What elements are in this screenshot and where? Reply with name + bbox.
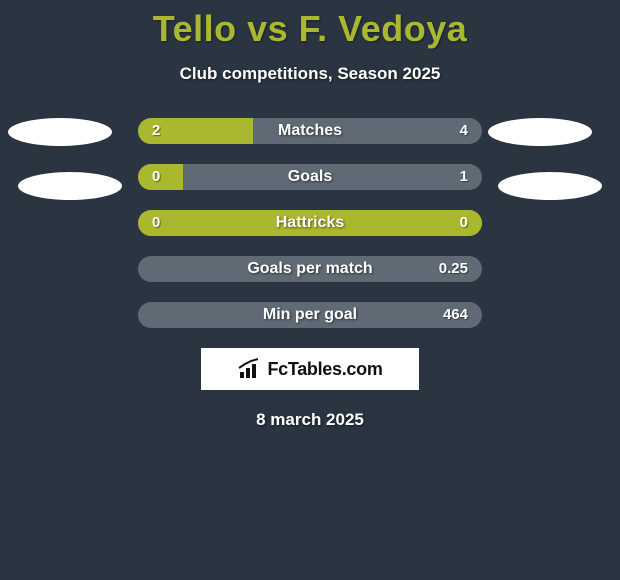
stat-row-matches: 2 Matches 4: [138, 118, 482, 144]
stat-value-right: 464: [443, 302, 468, 328]
bar-chart-icon: [237, 358, 263, 380]
stat-label: Goals: [138, 164, 482, 190]
avatar-placeholder-left-1: [8, 118, 112, 146]
stats-area: 2 Matches 4 0 Goals 1 0 Hattricks 0 Goal…: [0, 118, 620, 328]
stat-label: Min per goal: [138, 302, 482, 328]
avatar-placeholder-right-2: [498, 172, 602, 200]
vs-text: vs: [247, 8, 288, 49]
subtitle: Club competitions, Season 2025: [0, 64, 620, 84]
footer-date: 8 march 2025: [0, 410, 620, 430]
avatar-placeholder-right-1: [488, 118, 592, 146]
stat-row-min-per-goal: Min per goal 464: [138, 302, 482, 328]
stat-value-right: 0: [460, 210, 468, 236]
stat-value-right: 0.25: [439, 256, 468, 282]
branding-badge: FcTables.com: [201, 348, 419, 390]
stat-value-right: 4: [460, 118, 468, 144]
stat-row-goals: 0 Goals 1: [138, 164, 482, 190]
stat-label: Matches: [138, 118, 482, 144]
stat-row-hattricks: 0 Hattricks 0: [138, 210, 482, 236]
branding-text: FcTables.com: [267, 359, 382, 380]
page-title: Tello vs F. Vedoya: [0, 0, 620, 50]
player-right-name: F. Vedoya: [299, 8, 468, 49]
stat-row-goals-per-match: Goals per match 0.25: [138, 256, 482, 282]
stat-label: Hattricks: [138, 210, 482, 236]
stat-value-right: 1: [460, 164, 468, 190]
player-left-name: Tello: [153, 8, 237, 49]
stat-label: Goals per match: [138, 256, 482, 282]
avatar-placeholder-left-2: [18, 172, 122, 200]
